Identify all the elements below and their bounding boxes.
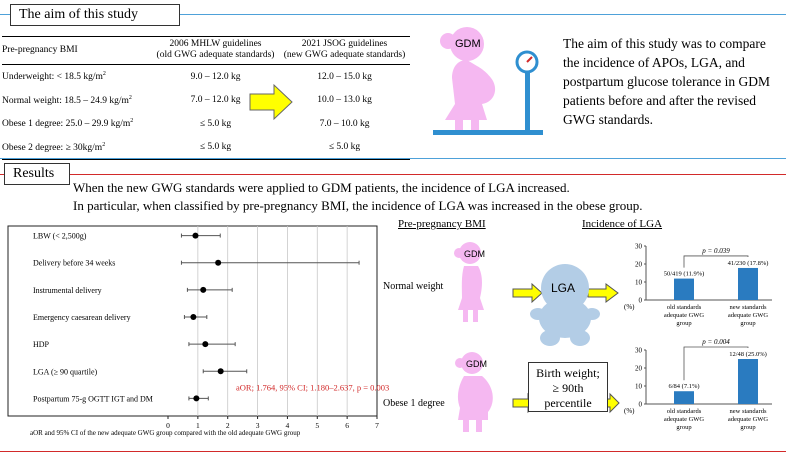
bar — [738, 267, 758, 300]
bar-category-label: group — [740, 320, 755, 327]
bar-category-label: group — [740, 424, 755, 431]
bar — [674, 391, 694, 404]
svg-text:GDM: GDM — [466, 359, 487, 369]
table-row: Obese 2 degree: ≥ 30kg/m2 ≤ 5.0 kg ≤ 5.0 … — [2, 135, 410, 160]
forest-point — [215, 259, 222, 266]
bar-tick-label: 20 — [635, 261, 643, 269]
bar-tick-label: 10 — [635, 279, 643, 287]
table-row: Normal weight: 18.5 – 24.9 kg/m2 7.0 – 1… — [2, 94, 372, 106]
forest-row-label: HDP — [33, 340, 50, 349]
gwg-standards-table: Pre-pregnancy BMI 2006 MHLW guidelines (… — [2, 36, 410, 160]
forest-plot: 0 1 2 3 4 5 6 7 LBW (< 2,500g) Delivery before 34… — [0, 218, 390, 438]
col-header-old: 2006 MHLW guidelines (old GWG adequate s… — [152, 36, 279, 65]
forest-row-label: Emergency caesarean delivery — [33, 313, 131, 322]
forest-tick-label: 0 — [166, 421, 170, 430]
bar-tick-label: 30 — [635, 347, 643, 355]
bar-significance-bracket — [683, 255, 749, 268]
bar-value-label: 50/419 (11.9%) — [664, 271, 705, 278]
bar-significance-bracket — [683, 346, 749, 381]
bar-value-label: 6/84 (7.1%) — [668, 383, 699, 390]
table-arrow-icon — [249, 83, 293, 121]
table-row: Underweight: < 18.5 kg/m2 9.0 – 12.0 kg 1… — [2, 71, 372, 83]
bar-category-label: new standards — [729, 304, 766, 311]
forest-annotation: aOR; 1.764, 95% CI; 1.180–2.637, p = 0.0… — [236, 382, 389, 392]
results-line-1: When the new GWG standards were applied … — [73, 180, 570, 195]
bar-y-label: (%) — [624, 303, 635, 311]
forest-row-label: LGA (≥ 90 quartile) — [33, 367, 97, 376]
normal-weight-label: Normal weight — [383, 281, 444, 292]
bar-tick-label: 0 — [639, 297, 643, 305]
col-header-new: 2021 JSOG guidelines (new GWG adequate s… — [279, 36, 410, 65]
results-title: Results — [4, 163, 70, 185]
forest-point — [217, 368, 224, 375]
normal-arrow-icon — [512, 282, 619, 304]
svg-text:GDM: GDM — [464, 249, 485, 259]
bar-tick-label: 10 — [635, 383, 643, 391]
col-header-bmi: Pre-pregnancy BMI — [2, 36, 152, 65]
svg-text:LGA: LGA — [551, 281, 575, 295]
bar-p-value: p = 0.039 — [701, 247, 730, 255]
aim-title: The aim of this study — [10, 4, 180, 26]
forest-point — [192, 232, 199, 239]
bar-value-label: 41/230 (17.8%) — [728, 260, 769, 267]
forest-tick-label: 4 — [286, 421, 290, 430]
bar-category-label: group — [676, 424, 691, 431]
forest-row-label: Instrumental delivery — [33, 286, 102, 295]
forest-frame — [7, 225, 378, 417]
bar-tick-label: 0 — [639, 401, 643, 409]
obese-label: Obese 1 degree — [383, 398, 445, 409]
bar-tick-label: 30 — [635, 243, 643, 251]
bar-category-label: adequate GWG — [728, 312, 769, 319]
birth-weight-box: Birth weight; ≥ 90th percentile — [528, 362, 608, 412]
bar-value-label: 12/48 (25.0%) — [729, 351, 767, 358]
forest-tick-label: 5 — [315, 421, 319, 430]
forest-point — [200, 286, 207, 293]
forest-point — [190, 314, 197, 320]
forest-tick-label: 6 — [345, 421, 349, 430]
forest-caption: aOR and 95% CI of the new adequate GWG g… — [30, 429, 301, 437]
results-red-rule — [0, 174, 786, 175]
bmi-heading: Pre-pregnancy BMI — [398, 218, 486, 230]
forest-row-label: Postpartum 75-g OGTT IGT and DM — [33, 394, 153, 403]
table-row: Obese 1 degree: 25.0 – 29.9 kg/m2 ≤ 5.0 … — [2, 118, 370, 130]
forest-tick-label: 7 — [375, 421, 379, 430]
bottom-red-rule — [0, 451, 786, 452]
forest-tick-label: 1 — [196, 421, 200, 430]
bar — [674, 278, 694, 300]
bar-category-label: new standards — [729, 408, 766, 415]
forest-point — [193, 395, 200, 402]
bar-category-label: group — [676, 320, 691, 327]
bar-y-label: (%) — [624, 407, 635, 415]
bar-category-label: adequate GWG — [664, 312, 705, 319]
woman-obese-icon: GDM — [455, 352, 493, 432]
bar-p-value: p = 0.004 — [701, 338, 730, 346]
bar — [738, 359, 758, 404]
woman-normal-icon: GDM — [454, 242, 485, 322]
forest-point — [202, 341, 209, 348]
bar-category-label: adequate GWG — [728, 416, 769, 423]
top-blue-rule — [0, 14, 786, 15]
aim-statement: The aim of this study was to compare the… — [563, 36, 770, 127]
results-line-2: In particular, when classified by pre-pr… — [73, 198, 643, 213]
forest-row-label: Delivery before 34 weeks — [33, 259, 115, 268]
forest-row-label: LBW (< 2,500g) — [33, 232, 87, 241]
forest-tick-label: 3 — [256, 421, 260, 430]
bar-category-label: adequate GWG — [664, 416, 705, 423]
bar-category-label: old standards — [667, 408, 702, 415]
baby-icon: LGA — [530, 264, 600, 346]
pregnant-woman-scale-icon: GDM — [433, 27, 543, 135]
bar-category-label: old standards — [667, 304, 702, 311]
lga-heading: Incidence of LGA — [582, 218, 663, 230]
forest-tick-label: 2 — [226, 421, 230, 430]
forest-plot-svg: 0 1 2 3 4 5 6 7 LBW (< 2,500g) Delivery before 34… — [7, 225, 389, 430]
svg-text:GDM: GDM — [455, 38, 481, 50]
bar-tick-label: 20 — [635, 365, 643, 373]
mid-blue-rule — [0, 158, 786, 159]
